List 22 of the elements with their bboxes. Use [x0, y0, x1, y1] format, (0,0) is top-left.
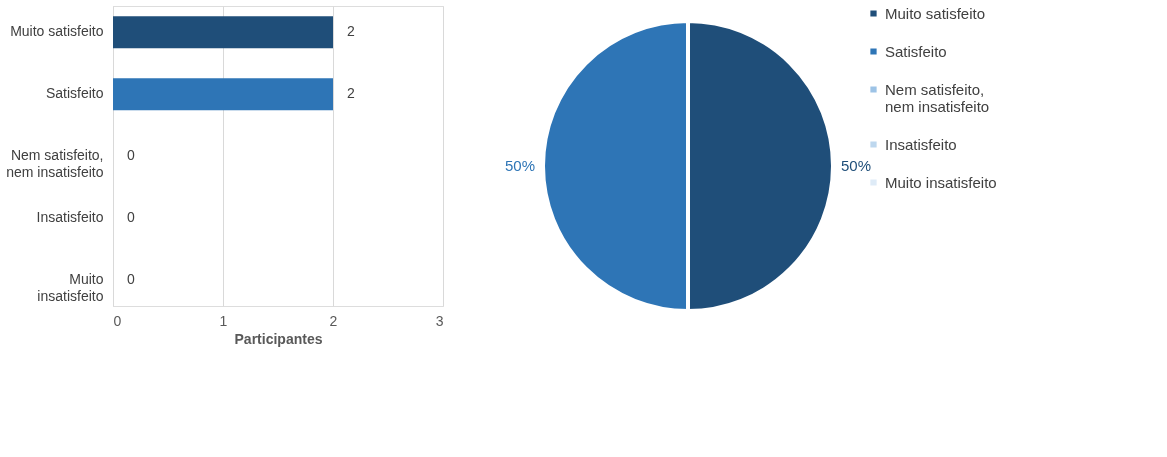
data-label: 0	[127, 208, 135, 225]
y-tick-label: Nem satisfeito, nem insatisfeito	[6, 147, 104, 180]
x-axis-title: Participantes	[234, 330, 323, 347]
legend-label: Nem satisfeito, nem insatisfeito	[885, 80, 990, 115]
data-label: 2	[347, 85, 355, 102]
legend-label: Muito satisfeito	[885, 4, 986, 22]
y-tick-label: Muito insatisfeito	[37, 270, 104, 304]
y-tick-label: Muito satisfeito	[10, 23, 104, 40]
data-label: 50%	[840, 157, 872, 174]
data-label: 0	[127, 270, 135, 287]
x-tick-label: 3	[435, 312, 444, 329]
data-label: 2	[347, 23, 355, 40]
data-label: 0	[127, 147, 135, 163]
x-tick-label: 1	[219, 312, 228, 329]
data-label: 50%	[504, 157, 536, 174]
legend-label: Muito insatisfeito	[885, 173, 997, 191]
y-tick-label: Insatisfeito	[36, 208, 104, 225]
legend-label: Satisfeito	[885, 42, 947, 60]
x-tick-label: 0	[113, 312, 122, 329]
legend-label: Insatisfeito	[885, 135, 957, 153]
y-tick-label: Satisfeito	[45, 85, 104, 102]
x-tick-label: 2	[329, 312, 338, 329]
